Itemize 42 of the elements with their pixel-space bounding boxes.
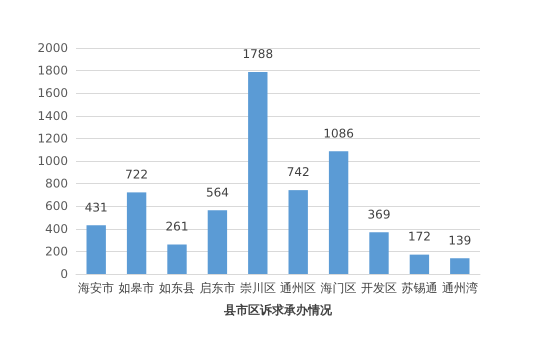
data-label: 722: [125, 167, 148, 182]
data-label: 431: [84, 200, 108, 214]
bar: [248, 72, 268, 274]
data-label: 369: [368, 207, 390, 222]
y-tick-label: 1200: [37, 131, 68, 146]
x-tick-label: 海安市: [78, 281, 114, 295]
bar: [369, 232, 389, 274]
y-tick-label: 800: [45, 176, 68, 191]
y-tick-label: 200: [45, 244, 68, 258]
bar: [86, 225, 106, 274]
data-label: 261: [166, 220, 188, 234]
data-label: 1788: [242, 46, 274, 61]
x-tick-label: 通州湾: [442, 281, 478, 295]
bar: [167, 244, 187, 274]
bar: [410, 254, 430, 274]
data-label: 1086: [323, 126, 354, 140]
x-axis-title: 县市区诉求承办情况: [223, 303, 333, 317]
x-tick-label: 通州区: [280, 281, 316, 295]
y-tick-label: 1800: [37, 64, 68, 78]
y-tick-label: 1000: [37, 154, 68, 168]
y-tick-label: 0: [60, 267, 68, 281]
x-tick-label: 苏锡通: [401, 281, 438, 295]
x-tick-label: 如皋市: [118, 281, 155, 295]
bar: [208, 210, 228, 274]
y-tick-label: 2000: [37, 41, 68, 55]
x-tick-label: 海门区: [320, 281, 357, 295]
y-tick-label: 400: [45, 222, 68, 236]
data-label: 139: [448, 233, 472, 248]
x-tick-label: 开发区: [361, 281, 397, 295]
y-tick-label: 1600: [37, 86, 68, 100]
x-tick-label: 启东市: [199, 281, 236, 295]
bar: [288, 190, 308, 274]
bar: [450, 258, 470, 274]
data-label: 564: [206, 185, 229, 200]
x-tick-label: 崇川区: [240, 281, 276, 295]
x-tick-label: 如东县: [159, 281, 195, 295]
bar: [328, 151, 348, 274]
y-tick-label: 600: [45, 199, 68, 214]
data-label: 742: [286, 165, 310, 180]
data-label: 172: [408, 230, 431, 244]
y-tick-label: 1400: [37, 108, 68, 123]
bar: [126, 192, 146, 274]
